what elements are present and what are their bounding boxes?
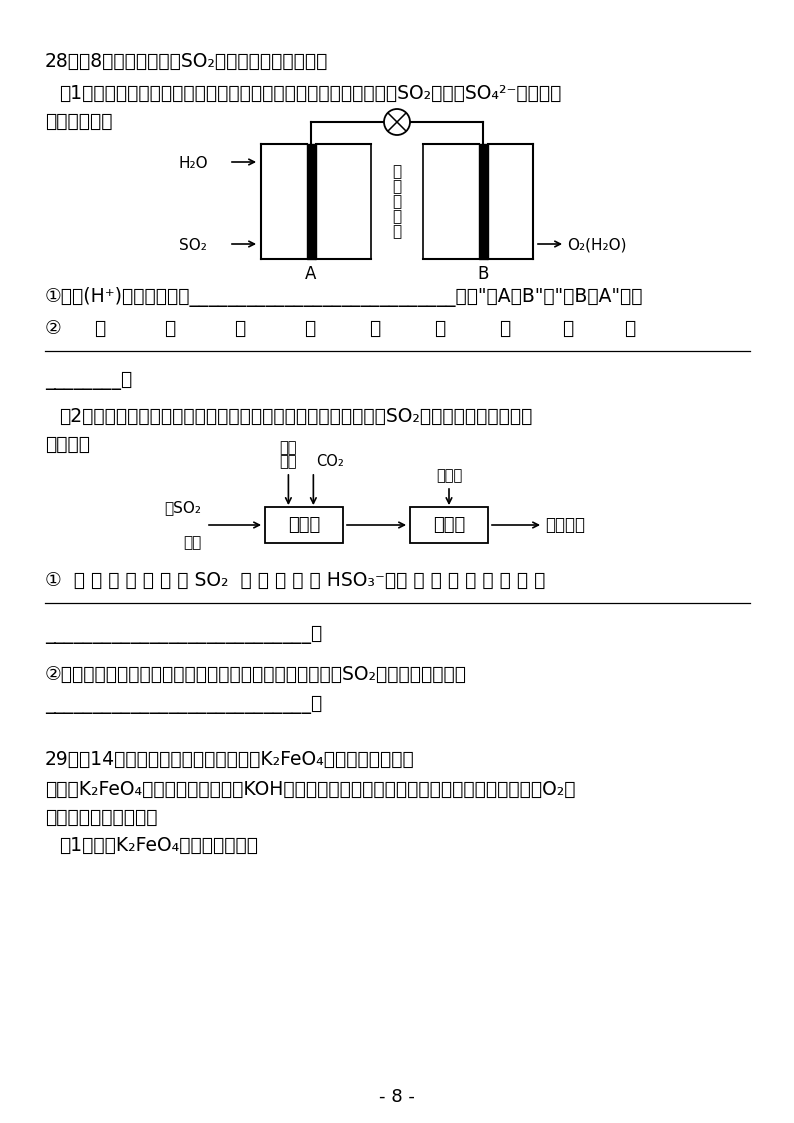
Text: 交: 交 <box>392 194 402 209</box>
Text: ________。: ________。 <box>45 371 133 390</box>
Text: 在碱性溶液中较稳定。: 在碱性溶液中较稳定。 <box>45 809 157 827</box>
Text: 负: 负 <box>94 319 106 338</box>
Bar <box>479 144 488 259</box>
Text: 再生池: 再生池 <box>433 515 465 535</box>
Text: 29．（14分）实验小组制备高铁酸钾（K₂FeO₄）并探究其性质。: 29．（14分）实验小组制备高铁酸钾（K₂FeO₄）并探究其性质。 <box>45 750 414 769</box>
Bar <box>410 506 488 544</box>
Text: ②若石灰乳过量，将其产物再排回吸收池，其中可用于吸收SO₂的物质的化学式是: ②若石灰乳过量，将其产物再排回吸收池，其中可用于吸收SO₂的物质的化学式是 <box>45 665 467 684</box>
Text: - 8 -: - 8 - <box>379 1088 415 1106</box>
Text: ①  用 纯 碱 溶 液 吸 收 SO₂  将 其 转 化 为 HSO₃⁻，反 应 的 离 子 方 程 式 是: ① 用 纯 碱 溶 液 吸 收 SO₂ 将 其 转 化 为 HSO₃⁻，反 应 … <box>45 570 545 590</box>
Text: 程如下：: 程如下： <box>45 435 90 454</box>
Bar <box>306 144 315 259</box>
Text: ____________________________。: ____________________________。 <box>45 626 322 643</box>
Text: A: A <box>306 265 317 283</box>
Text: 含SO₂: 含SO₂ <box>164 500 201 515</box>
Text: 极: 极 <box>369 319 380 338</box>
Text: 溶液: 溶液 <box>279 440 297 455</box>
Text: 的: 的 <box>234 319 245 338</box>
Text: 膜: 膜 <box>392 223 402 239</box>
Text: （1）制备K₂FeO₄（夹持装置略）: （1）制备K₂FeO₄（夹持装置略） <box>59 836 258 855</box>
Text: （2）燃煤烟气的脱硫减排是减少大气中含硫化合物污染的关键。SO₂烟气脱除的一种工业流: （2）燃煤烟气的脱硫减排是减少大气中含硫化合物污染的关键。SO₂烟气脱除的一种工… <box>59 407 532 426</box>
Circle shape <box>384 109 410 135</box>
Text: 为: 为 <box>624 319 636 338</box>
Text: 换: 换 <box>392 209 402 223</box>
Text: ①质子(H⁺)的流动方向为____________________________（填"从A到B"或"从B到A"）。: ①质子(H⁺)的流动方向为___________________________… <box>45 287 643 307</box>
Text: 烟气: 烟气 <box>183 535 201 550</box>
Text: 子: 子 <box>392 179 402 194</box>
Text: H₂O: H₂O <box>179 155 209 171</box>
Text: 石灰乳: 石灰乳 <box>436 468 462 483</box>
Text: CO₂: CO₂ <box>316 454 345 469</box>
Text: SO₂: SO₂ <box>179 237 207 253</box>
Bar <box>265 506 343 544</box>
Text: O₂(H₂O): O₂(H₂O) <box>567 237 626 253</box>
Text: （1）二氧化硫－空气质子交换膜燃料电池是利用空气将大气中所含SO₂氧化成SO₄²⁻，其装置: （1）二氧化硫－空气质子交换膜燃料电池是利用空气将大气中所含SO₂氧化成SO₄²… <box>59 84 561 103</box>
Text: B: B <box>477 265 488 283</box>
Text: 电: 电 <box>304 319 316 338</box>
Text: ②: ② <box>45 319 62 338</box>
Text: 残渣回收: 残渣回收 <box>545 515 585 535</box>
Text: 资料：K₂FeO₄为紫色固体，微溶于KOH溶液；具有强氧化性，在酸性或中性溶液中快速产生O₂，: 资料：K₂FeO₄为紫色固体，微溶于KOH溶液；具有强氧化性，在酸性或中性溶液中… <box>45 780 576 798</box>
Text: 反: 反 <box>434 319 445 338</box>
Text: ____________________________。: ____________________________。 <box>45 695 322 714</box>
Text: 式: 式 <box>562 319 573 338</box>
Text: 吸收池: 吸收池 <box>288 515 320 535</box>
Text: 纯碱: 纯碱 <box>279 454 297 469</box>
Text: 极: 极 <box>164 319 175 338</box>
Text: 28．（8分）研究大气中SO₂的转化具有重要意义。: 28．（8分）研究大气中SO₂的转化具有重要意义。 <box>45 52 329 71</box>
Text: 质: 质 <box>392 164 402 179</box>
Text: 示意图如下：: 示意图如下： <box>45 112 113 131</box>
Text: 应: 应 <box>499 319 511 338</box>
